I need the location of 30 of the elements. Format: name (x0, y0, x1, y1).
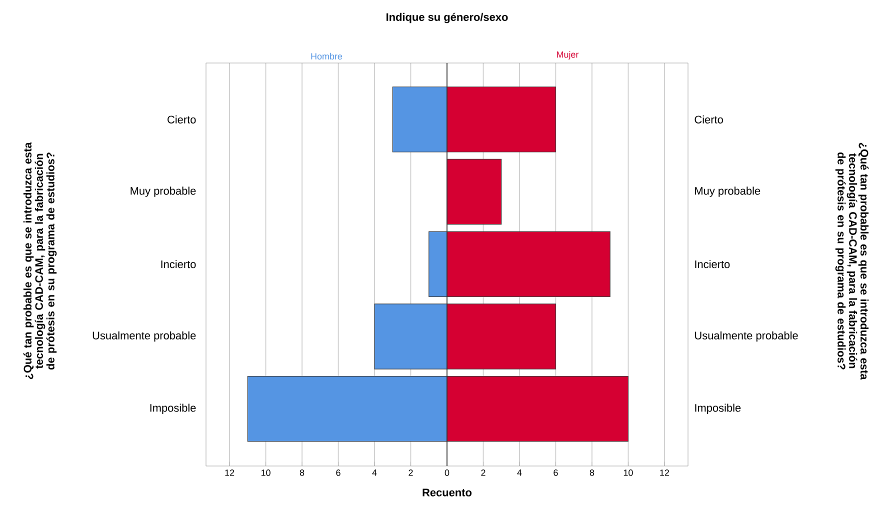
category-label: Cierto (168, 115, 196, 124)
x-axis-title: Recuento (422, 488, 472, 496)
category-label: Incierto (161, 260, 196, 268)
y-tick-label: Imposible (695, 404, 741, 414)
text: ¿Qué tan probable es que se introduzca esta tecnología CAD-CAM, para la fabricación de prótesis en su programa de estudios? (835, 142, 869, 380)
category-label: Muy probable (130, 186, 196, 197)
y-tick-label: Incierto (695, 260, 730, 268)
x-tick-label: 8 (590, 470, 594, 476)
y-tick-label: Cierto (694, 115, 723, 124)
x-tick-label: 6 (554, 470, 558, 476)
x-tick-label: 12 (660, 470, 669, 476)
text: Mujer (557, 51, 579, 60)
y-tick-label: Usualmente probable (695, 331, 798, 342)
x-tick-label: 12 (225, 470, 234, 476)
x-tick-label: 10 (624, 470, 633, 476)
chart-title: Indique su género/sexo (386, 12, 508, 24)
category-label: Imposible (150, 404, 196, 414)
x-tick-label: 4 (372, 470, 377, 476)
x-tick-label: 6 (336, 470, 340, 476)
x-tick-label: 8 (300, 470, 304, 476)
text: Hombre (311, 52, 342, 60)
bar (446, 158, 502, 225)
category-label: Usualmente probable (92, 331, 196, 342)
x-tick-label: 4 (517, 470, 522, 476)
x-tick-label: 0 (444, 470, 450, 476)
x-tick-label: 10 (262, 470, 270, 476)
x-tick-label: 2 (408, 470, 413, 476)
x-tick-label: 2 (481, 470, 486, 476)
text: ¿Qué tan probable es que se introduzca esta tecnología CAD-CAM, para la fabricación de prótesis en su programa de estudios? (23, 142, 57, 380)
y-tick-label: Muy probable (695, 186, 760, 197)
